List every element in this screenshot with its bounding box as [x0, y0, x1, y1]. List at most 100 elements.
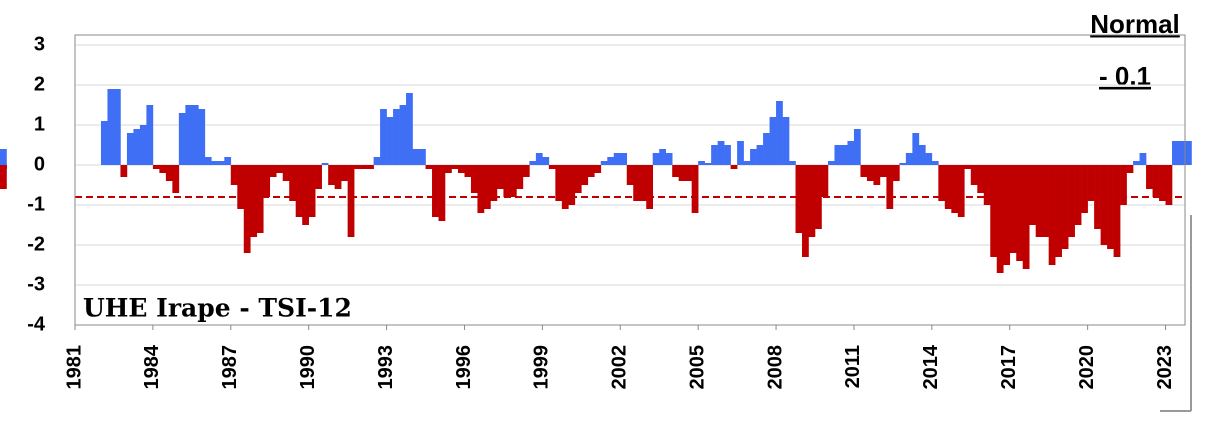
- bar: [795, 165, 803, 233]
- bar: [509, 165, 517, 197]
- bar: [899, 163, 907, 165]
- bar: [678, 165, 686, 181]
- x-tick-label: 2002: [609, 345, 631, 390]
- bar: [289, 165, 297, 201]
- x-tick-label: 2017: [998, 345, 1020, 390]
- bar: [276, 165, 284, 173]
- bar: [646, 165, 654, 209]
- bar: [419, 149, 426, 165]
- x-tick-label: 2020: [1076, 345, 1098, 390]
- bar: [704, 163, 712, 165]
- bar: [1016, 165, 1024, 261]
- bar: [879, 165, 887, 177]
- bar: [393, 109, 400, 165]
- bar: [477, 165, 485, 213]
- bar: [113, 89, 121, 165]
- bar: [555, 165, 563, 201]
- bar: [432, 165, 439, 217]
- y-tick-label: 2: [34, 73, 45, 95]
- plot-border: [74, 34, 1186, 326]
- bar: [769, 117, 777, 165]
- y-tick-label: 0: [34, 153, 45, 175]
- y-tick-label: -1: [27, 193, 45, 215]
- bar: [1185, 141, 1192, 165]
- bar: [250, 165, 258, 237]
- bar: [717, 141, 725, 165]
- bar: [146, 105, 154, 165]
- bar: [516, 165, 524, 189]
- bar: [139, 125, 147, 165]
- bar: [172, 165, 180, 193]
- bar: [626, 165, 634, 185]
- bar: [886, 165, 894, 209]
- bar: [763, 133, 770, 165]
- bar: [204, 157, 212, 165]
- bar: [951, 165, 959, 213]
- bar: [535, 153, 543, 165]
- annotation: UHE Irape - TSI-12: [83, 294, 352, 323]
- bar: [165, 165, 173, 181]
- bar: [1022, 165, 1030, 269]
- bar: [152, 165, 160, 169]
- bar: [724, 145, 731, 165]
- bar: [263, 165, 271, 197]
- bar: [496, 165, 504, 189]
- y-tick-label: 3: [34, 33, 45, 55]
- bar: [983, 165, 991, 205]
- bar: [639, 165, 647, 201]
- bar: [522, 165, 530, 177]
- bar: [133, 129, 141, 165]
- bar: [1107, 165, 1114, 249]
- x-tick-label: 1987: [219, 345, 241, 390]
- bar: [412, 149, 420, 165]
- bar: [866, 165, 874, 181]
- bar: [211, 161, 219, 165]
- bar: [938, 165, 946, 201]
- chart-title: Normal: [1090, 9, 1180, 39]
- bar: [373, 157, 381, 165]
- bar: [905, 153, 913, 165]
- bar: [996, 165, 1004, 273]
- bar: [256, 165, 264, 233]
- bar: [1146, 165, 1153, 189]
- bar: [503, 165, 511, 197]
- bar: [1035, 165, 1043, 237]
- bar: [126, 133, 134, 165]
- x-tick-label: 1981: [63, 345, 85, 390]
- bar: [808, 165, 816, 237]
- bar: [1081, 165, 1088, 213]
- bar: [490, 165, 498, 201]
- x-tick-label: 2011: [842, 345, 864, 388]
- bar: [600, 161, 608, 165]
- y-tick-label: 1: [34, 113, 45, 135]
- bar: [892, 165, 900, 181]
- bar: [425, 165, 433, 169]
- bar: [620, 153, 628, 165]
- bar: [1139, 153, 1147, 165]
- x-tick-label: 2014: [920, 344, 942, 389]
- bar: [1165, 165, 1173, 205]
- bar: [308, 165, 316, 217]
- bar: [483, 165, 491, 209]
- bar: [399, 105, 407, 165]
- bar: [380, 109, 387, 165]
- bar: [347, 165, 355, 237]
- bar: [711, 145, 718, 165]
- bar: [957, 165, 965, 217]
- bar: [302, 165, 309, 225]
- bar: [1152, 165, 1160, 197]
- bar: [613, 153, 621, 165]
- x-tick-label: 1996: [453, 345, 475, 390]
- bar: [243, 165, 251, 253]
- bar: [1126, 165, 1134, 173]
- bar: [470, 165, 478, 193]
- bar: [217, 161, 225, 165]
- bar: [977, 165, 985, 193]
- bar: [776, 101, 783, 165]
- bar: [0, 165, 7, 189]
- bar: [827, 161, 835, 165]
- bar: [1120, 165, 1127, 205]
- bar: [672, 165, 679, 177]
